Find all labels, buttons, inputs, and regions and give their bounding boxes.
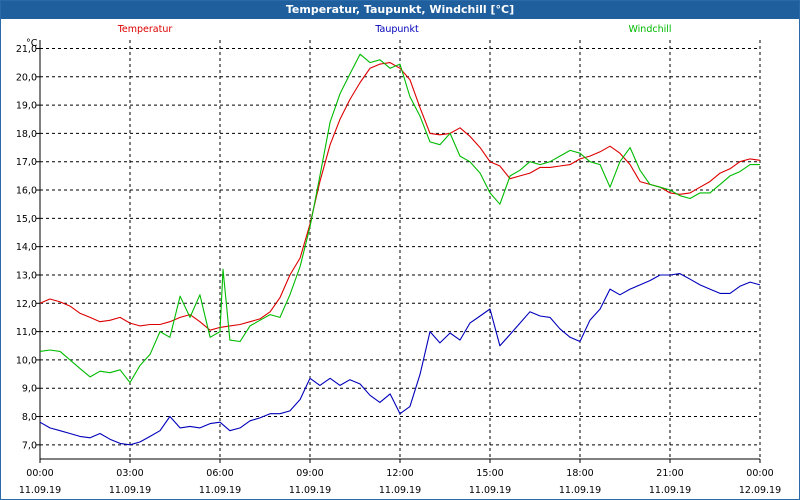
series-line-windchill	[39, 53, 760, 384]
x-tick-date-label: 11.09.19	[109, 485, 151, 496]
x-tick-date-label: 11.09.19	[289, 485, 331, 496]
x-tick-time-label: 00:00	[26, 468, 53, 479]
x-tick-time-label: 15:00	[476, 468, 503, 479]
y-tick-label: 14,0	[16, 242, 37, 253]
x-tick-time-label: 06:00	[206, 468, 233, 479]
legend-entry: Windchill	[628, 24, 671, 35]
x-tick-time-label: 00:00	[746, 468, 773, 479]
x-tick-time-label: 09:00	[296, 468, 323, 479]
y-tick-label: 12,0	[16, 299, 37, 310]
x-tick-time-label: 18:00	[566, 468, 593, 479]
y-tick-label: 7,0	[22, 440, 37, 451]
y-tick-label: 19,0	[16, 101, 37, 112]
chart-grid	[40, 40, 760, 459]
series-line-taupunkt	[39, 273, 761, 446]
x-tick-date-label: 11.09.19	[649, 485, 691, 496]
chart-legend: Temperatur Taupunkt Windchill	[117, 24, 672, 35]
y-tick-label: 9,0	[22, 384, 37, 395]
y-tick-label: 8,0	[22, 412, 37, 423]
y-tick-label: 21,0	[16, 44, 37, 55]
x-tick-time-label: 21:00	[656, 468, 683, 479]
y-tick-label: 15,0	[16, 214, 37, 225]
y-tick-label: 16,0	[16, 186, 37, 197]
y-axis-ticks: 7,0 8,0 9,0 10,0 11,0 12,0 13,0 14,0 15,0 16,0 17,…	[16, 44, 40, 451]
window-title: Temperatur, Taupunkt, Windchill [°C]	[1, 1, 799, 19]
y-tick-label: 17,0	[16, 157, 37, 168]
x-tick-date-label: 11.09.19	[559, 485, 601, 496]
x-tick-time-label: 03:00	[116, 468, 143, 479]
y-tick-label: 20,0	[16, 72, 37, 83]
y-tick-label: 13,0	[16, 270, 37, 281]
y-axis-unit-label: °C	[26, 38, 38, 49]
x-tick-time-label: 12:00	[386, 468, 413, 479]
y-tick-label: 18,0	[16, 129, 37, 140]
y-tick-label: 11,0	[16, 327, 37, 338]
x-tick-date-label: 11.09.19	[19, 485, 61, 496]
x-tick-date-label: 12.09.19	[739, 485, 781, 496]
chart-series	[39, 53, 761, 446]
x-tick-date-label: 11.09.19	[469, 485, 511, 496]
series-line-temperatur	[39, 62, 761, 331]
x-tick-date-label: 11.09.19	[379, 485, 421, 496]
x-axis-ticks: 00:00 11.09.19 03:00 11.09.19 06:00 11.09.19 0…	[19, 459, 781, 496]
x-tick-date-label: 11.09.19	[199, 485, 241, 496]
y-tick-label: 10,0	[16, 355, 37, 366]
legend-entry: Taupunkt	[374, 24, 419, 35]
legend-entry: Temperatur	[117, 24, 173, 35]
chart: 7,0 8,0 9,0 10,0 11,0 12,0 13,0 14,0 15,0 16,0 17,…	[16, 24, 781, 496]
